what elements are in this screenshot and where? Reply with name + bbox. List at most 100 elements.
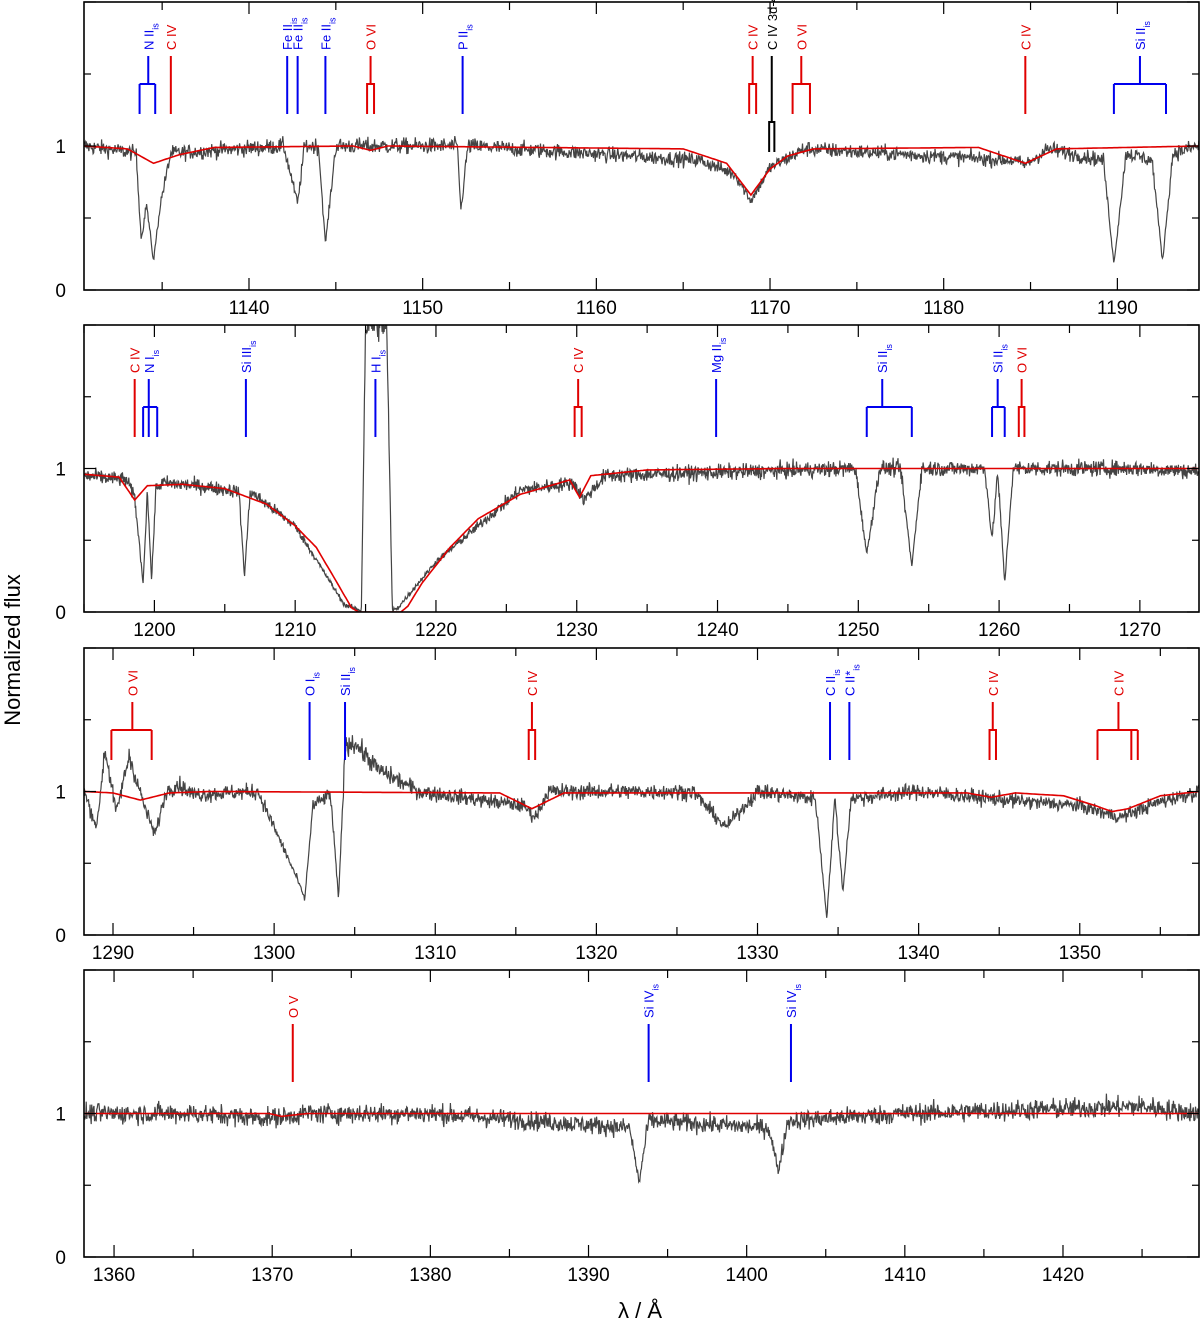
x-tick-label: 1360 [93,1265,135,1286]
line-id-label: C IV [1111,670,1126,696]
line-id-label: Si IIIis [239,340,258,373]
line-id-photospheric: C IV [571,347,586,437]
x-tick-label: 1240 [696,620,738,641]
x-tick-label: 1220 [415,620,457,641]
line-id-label: C IV [525,670,540,696]
x-tick-label: 1270 [1119,620,1161,641]
line-id-interstellar: O Iis [303,672,322,760]
line-id-label: Si IVis [784,984,803,1018]
line-id-label: Si IIis [1133,21,1152,50]
x-tick-label: 1180 [923,298,964,319]
line-id-label: O VI [364,24,379,50]
line-id-label: Si IIis [991,344,1010,373]
line-id-photospheric: C IV [525,670,540,760]
line-id-photospheric: C IV [746,24,761,114]
line-id-label: C IV [986,670,1001,696]
y-tick-label: 1 [55,1105,66,1126]
x-tick-label: 1390 [567,1265,609,1286]
line-id-label: H Iis [368,349,387,373]
y-tick-label: 1 [55,783,66,804]
line-id-label: O Iis [303,672,322,696]
x-tick-label: 1250 [837,620,879,641]
line-id-photospheric: O V [286,995,301,1082]
line-id-interstellar: Si IVis [784,984,803,1082]
line-id-interstellar: H Iis [368,349,387,437]
line-id-label: C IV [571,347,586,373]
line-id-label: C IV [746,24,761,50]
x-tick-label: 1320 [575,943,617,964]
y-tick-label: 0 [55,603,66,624]
model-spectrum [84,467,1199,612]
model-spectrum [84,790,1199,813]
observed-spectrum [84,325,1199,612]
line-id-photospheric: C IV [986,670,1001,760]
panels: 0 1 1140 1150 1160 1170 1180 1190 N IIis C IV Fe I… [55,0,1200,1286]
line-id-label: C II*is [842,664,861,696]
x-tick-label: 1400 [726,1265,768,1286]
line-id-label: Fe IIis [291,17,310,50]
line-id-interstellar: N IIis [138,23,160,114]
x-tick-label: 1380 [409,1265,451,1286]
line-id-interstellar: Fe IIis [291,17,310,114]
x-tick-label: 1300 [253,943,295,964]
line-id-label: N IIis [141,23,160,50]
observed-spectrum [84,136,1199,263]
line-id-label: Si IIis [338,667,357,696]
x-tick-label: 1160 [576,298,617,319]
line-id-photospheric: O VI [1015,347,1030,437]
line-id-photospheric: C IV [128,347,143,437]
x-tick-label: 1350 [1059,943,1101,964]
panel-4: 0 1 1360 1370 1380 1390 1400 1410 1420 O V Si IVis… [55,969,1200,1286]
line-id-interstellar: Si IVis [642,984,661,1082]
model-spectrum [84,145,1199,197]
x-tick-label: 1230 [556,620,598,641]
line-id-label: Fe IIis [280,17,299,50]
y-tick-label: 0 [55,281,66,302]
line-id-label: C IIis [823,669,842,696]
line-id-label: Si IVis [642,984,661,1018]
y-tick-label: 0 [55,1248,66,1269]
line-id-label: O V [286,995,301,1018]
x-tick-label: 1330 [736,943,778,964]
line-id-other: C IV 3d-4d [765,0,780,152]
observed-spectrum [84,1093,1199,1184]
x-axis-title: λ / Å [618,1298,662,1323]
line-id-photospheric: C IV [1018,24,1033,114]
line-id-interstellar: P IIis [456,24,475,114]
y-tick-label: 1 [55,460,66,481]
line-id-interstellar: C IIis [823,669,842,760]
line-id-label: Mg IIis [709,337,728,373]
line-id-label: P IIis [456,24,475,50]
line-id-interstellar: C II*is [842,664,861,760]
line-id-interstellar: Si IIis [1112,21,1168,114]
line-id-label: Fe IIis [318,17,337,50]
x-tick-label: 1410 [884,1265,926,1286]
line-id-label: O VI [125,670,140,696]
x-tick-label: 1200 [133,620,175,641]
line-id-photospheric: O VI [791,24,811,114]
panel-3: 0 1 1290 1300 1310 1320 1330 1340 1350 O VI O Iis S… [55,647,1200,964]
x-tick-label: 1170 [750,298,791,319]
line-id-interstellar: Si IIIis [239,340,258,437]
line-id-interstellar: N Iis [142,349,161,437]
x-tick-label: 1420 [1042,1265,1084,1286]
x-tick-label: 1310 [414,943,456,964]
line-id-label: O VI [794,24,809,50]
line-id-photospheric: O VI [110,670,153,760]
x-tick-label: 1340 [897,943,939,964]
line-id-label: Si IIis [875,344,894,373]
x-tick-label: 1260 [978,620,1020,641]
line-id-interstellar: Fe IIis [318,17,337,114]
line-id-label: C IV [164,24,179,50]
y-tick-label: 1 [55,137,66,158]
line-id-label: N Iis [142,349,161,373]
line-id-photospheric: O VI [364,24,379,114]
line-id-label: C IV [1018,24,1033,50]
line-id-photospheric: C IV [1096,670,1139,760]
line-id-interstellar: Si IIis [338,667,357,760]
y-axis-title: Normalized flux [0,574,25,726]
line-id-label: C IV 3d-4d [765,0,780,50]
model-spectrum [84,1112,1199,1118]
x-tick-label: 1150 [402,298,443,319]
